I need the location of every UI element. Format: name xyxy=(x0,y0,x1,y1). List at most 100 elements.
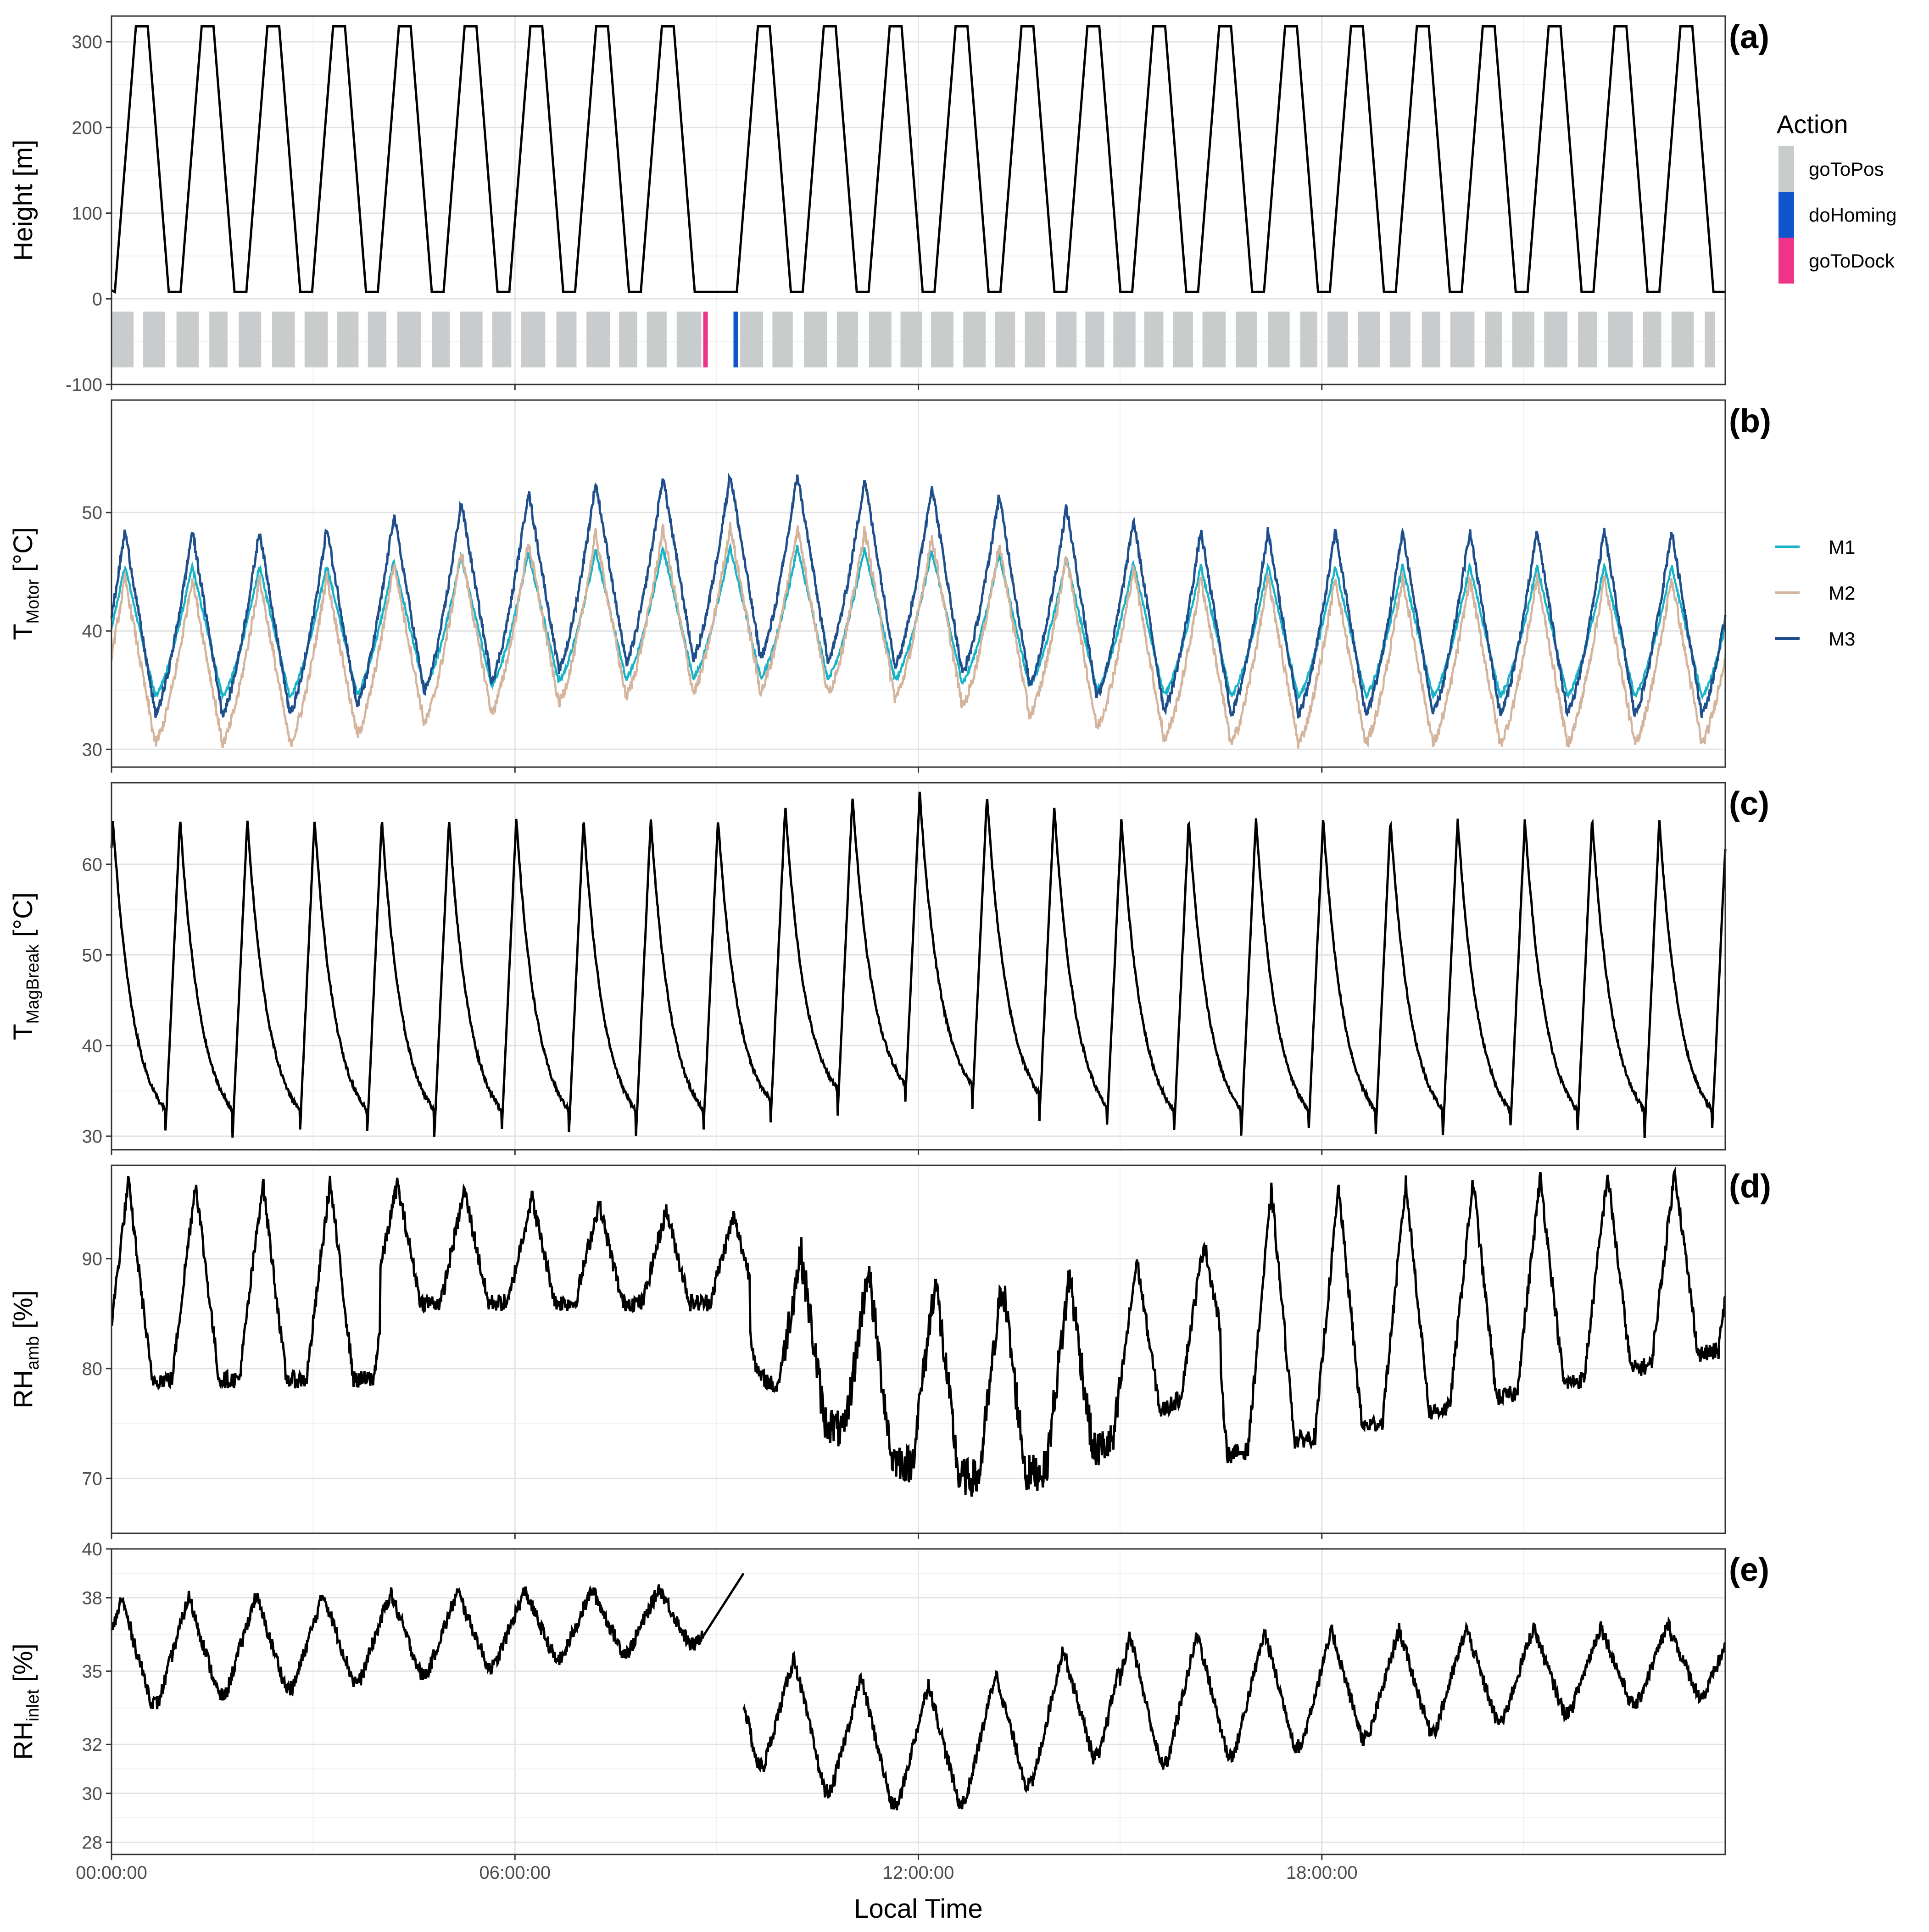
legend-action-title: Action xyxy=(1777,110,1848,139)
bar-gotopos xyxy=(368,312,387,367)
bar-gotopos xyxy=(740,312,764,367)
panel-e-ylabel: RHinlet [%] xyxy=(8,1643,43,1759)
bar-gotopos xyxy=(1671,312,1694,367)
bar-gotopos xyxy=(112,312,134,367)
bar-gotopos xyxy=(1236,312,1257,367)
bar-gotopos xyxy=(1608,312,1633,367)
legend-label-m3: M3 xyxy=(1829,628,1855,650)
legend-label-m2: M2 xyxy=(1829,582,1855,604)
bar-gotopos xyxy=(586,312,610,367)
x-tick-label: 18:00:00 xyxy=(1286,1863,1358,1883)
bar-gotodock xyxy=(703,312,708,367)
rh-amb-line xyxy=(111,1166,1727,1497)
bar-gotopos xyxy=(521,312,546,367)
rh-inlet-line xyxy=(110,1572,1727,1810)
y-tick-label: 200 xyxy=(72,118,102,138)
bar-gotopos xyxy=(1389,312,1411,367)
bar-gotopos xyxy=(1085,312,1104,367)
bar-gotopos xyxy=(1144,312,1164,367)
y-tick-label: 40 xyxy=(82,1539,103,1559)
y-tick-label: 0 xyxy=(92,289,102,309)
bar-gotopos xyxy=(1358,312,1380,367)
panel-e-rh-inlet: 28 30 32 35 38 40 00:00:00 06:00:00 12:00:00 18:… xyxy=(8,1539,1769,1883)
bar-gotopos xyxy=(1485,312,1502,367)
y-tick-label: 90 xyxy=(82,1249,103,1269)
bar-gotopos xyxy=(209,312,228,367)
bar-gotopos xyxy=(304,312,328,367)
bar-gotopos xyxy=(803,312,827,367)
panel-c-ylabel: TMagBreak [°C] xyxy=(8,892,43,1040)
bar-gotopos xyxy=(647,312,667,367)
bar-gotopos xyxy=(1327,312,1348,367)
bar-gotopos xyxy=(337,312,359,367)
magbreak-line xyxy=(110,791,1727,1138)
bar-gotopos xyxy=(460,312,483,367)
bar-gotopos xyxy=(869,312,892,367)
y-tick-label: -100 xyxy=(66,375,102,395)
legend-label-gotopos: goToPos xyxy=(1809,158,1884,180)
x-tick-label: 12:00:00 xyxy=(883,1863,954,1883)
bar-gotopos xyxy=(1056,312,1077,367)
height-line xyxy=(111,25,1725,294)
bar-gotopos xyxy=(619,312,637,367)
panel-c-magbreak-temp: 30 40 50 60 TMagBreak [°C] (c) xyxy=(8,782,1769,1155)
bar-gotopos xyxy=(1300,312,1317,367)
legend-key-dohoming xyxy=(1778,192,1794,238)
y-tick-label: 30 xyxy=(82,740,103,760)
bar-gotopos xyxy=(272,312,295,367)
y-tick-label: 50 xyxy=(82,945,103,965)
x-tick-label: 00:00:00 xyxy=(76,1863,147,1883)
legend-key-gotodock xyxy=(1778,238,1794,284)
legend-motor: M1 M2 M3 xyxy=(1775,536,1855,650)
x-tick-label: 06:00:00 xyxy=(479,1863,551,1883)
y-tick-label: 32 xyxy=(82,1735,103,1755)
bar-gotopos xyxy=(397,312,421,367)
bar-gotopos xyxy=(995,312,1015,367)
bar-gotopos xyxy=(1025,312,1045,367)
y-tick-label: 38 xyxy=(82,1588,103,1609)
y-tick-label: 300 xyxy=(72,32,102,52)
panel-a-label: (a) xyxy=(1729,19,1769,56)
bar-gotopos xyxy=(1173,312,1193,367)
bar-gotopos xyxy=(1202,312,1226,367)
panel-a-ylabel: Height [m] xyxy=(8,139,38,261)
panel-d-rh-amb: 70 80 90 RHamb [%] (d) xyxy=(8,1164,1771,1539)
y-tick-label: 80 xyxy=(82,1359,103,1379)
bar-gotopos xyxy=(1268,312,1290,367)
panel-c-label: (c) xyxy=(1729,785,1769,822)
panel-e-label: (e) xyxy=(1729,1552,1769,1588)
legend-key-gotopos xyxy=(1778,146,1794,192)
panel-b-ylabel: TMotor [°C] xyxy=(8,527,43,640)
y-tick-label: 50 xyxy=(82,503,103,523)
bar-gotopos xyxy=(900,312,922,367)
y-tick-label: 40 xyxy=(82,621,103,641)
y-tick-label: 30 xyxy=(82,1784,103,1804)
x-axis-label: Local Time xyxy=(854,1894,982,1924)
panel-b-motor-temp: 30 40 50 TMotor [°C] (b) xyxy=(8,399,1771,773)
bar-gotopos xyxy=(432,312,450,367)
y-tick-label: 35 xyxy=(82,1661,103,1681)
legend-label-gotodock: goToDock xyxy=(1809,250,1895,272)
bar-gotopos xyxy=(492,312,512,367)
bar-gotopos xyxy=(239,312,262,367)
y-tick-label: 28 xyxy=(82,1832,103,1853)
legend-action: Action goToPos doHoming goToDock xyxy=(1777,110,1896,284)
bar-gotopos xyxy=(1450,312,1475,367)
bar-gotopos xyxy=(143,312,165,367)
y-tick-label: 40 xyxy=(82,1036,103,1056)
panel-b-label: (b) xyxy=(1729,403,1771,440)
bar-gotopos xyxy=(676,312,702,367)
y-tick-label: 30 xyxy=(82,1126,103,1147)
panel-d-label: (d) xyxy=(1729,1168,1771,1205)
bar-gotopos xyxy=(1643,312,1661,367)
bar-gotopos xyxy=(931,312,953,367)
m3-line xyxy=(110,472,1727,718)
y-tick-label: 100 xyxy=(72,204,102,224)
bar-gotopos xyxy=(836,312,858,367)
bar-gotopos xyxy=(772,312,793,367)
bar-gotopos xyxy=(1422,312,1440,367)
bar-gotopos xyxy=(963,312,986,367)
bar-gotopos xyxy=(1512,312,1534,367)
panel-d-ylabel: RHamb [%] xyxy=(8,1290,43,1409)
